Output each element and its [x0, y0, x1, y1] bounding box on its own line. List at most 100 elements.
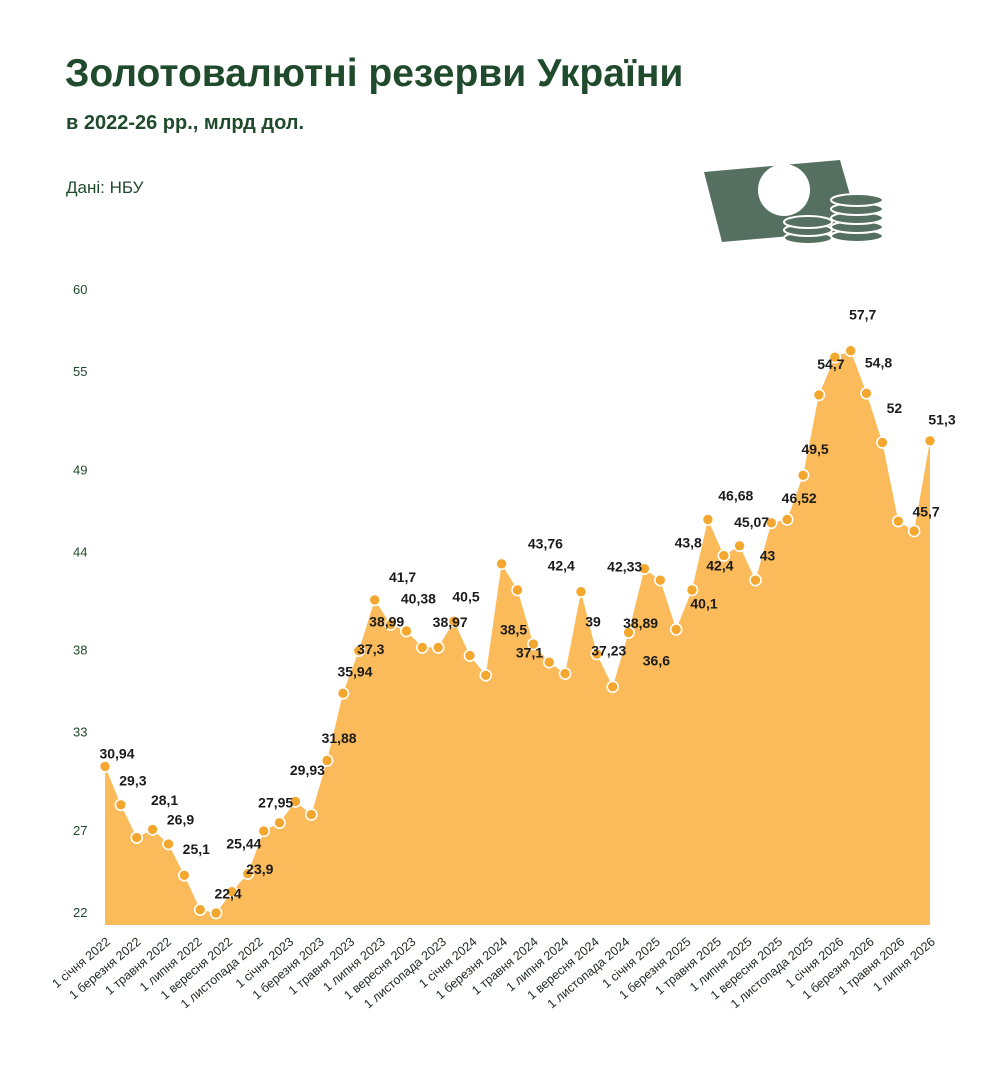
data-label: 41,7 — [389, 569, 416, 585]
data-point — [289, 795, 302, 808]
data-label: 37,23 — [591, 642, 626, 658]
y-tick-label: 33 — [73, 725, 87, 740]
data-label: 38,99 — [369, 614, 404, 630]
page-title: Золотовалютні резерви України — [65, 52, 684, 95]
data-point — [415, 641, 429, 654]
data-point — [225, 885, 239, 899]
data-label: 43 — [760, 548, 776, 564]
data-label: 43,76 — [528, 535, 563, 551]
data-point — [860, 386, 873, 400]
data-label: 23,9 — [246, 861, 273, 877]
data-label: 42,33 — [607, 559, 642, 575]
data-point — [574, 585, 588, 599]
data-point — [273, 816, 286, 830]
data-label: 29,3 — [119, 772, 146, 788]
y-tick-label: 22 — [73, 905, 87, 920]
y-tick-label: 49 — [73, 462, 87, 477]
data-label: 37,1 — [516, 644, 543, 660]
data-point — [669, 623, 683, 636]
data-point — [717, 549, 731, 562]
data-label: 46,68 — [718, 487, 753, 503]
data-point — [146, 823, 159, 836]
data-point — [162, 837, 175, 851]
data-point — [352, 644, 366, 658]
data-point — [336, 686, 350, 700]
data-label: 38,5 — [500, 622, 527, 638]
data-point — [447, 614, 461, 628]
data-label: 38,97 — [433, 614, 468, 630]
data-label: 43,8 — [675, 535, 702, 551]
data-point — [590, 647, 604, 661]
data-point — [400, 624, 413, 638]
data-label: 46,52 — [782, 490, 817, 506]
data-label: 54,8 — [865, 354, 892, 370]
data-label: 22,4 — [214, 885, 241, 901]
data-point — [764, 516, 778, 530]
data-point — [796, 468, 810, 482]
data-label: 36,6 — [643, 653, 670, 669]
data-point — [622, 626, 635, 639]
data-point — [923, 434, 937, 448]
data-label: 31,88 — [322, 730, 357, 746]
data-source: Дані: НБУ — [66, 178, 144, 197]
data-point — [891, 514, 905, 528]
data-label: 42,4 — [548, 558, 575, 574]
data-point — [511, 583, 524, 597]
data-point — [178, 868, 191, 882]
data-point — [828, 350, 842, 364]
data-point — [527, 637, 540, 651]
data-label: 26,9 — [167, 812, 194, 828]
data-label: 45,7 — [912, 503, 939, 519]
data-label: 49,5 — [801, 441, 828, 457]
data-point — [241, 867, 255, 881]
data-label: 52 — [887, 400, 903, 416]
data-point — [368, 593, 382, 607]
data-label: 42,4 — [706, 558, 733, 574]
data-label: 25,1 — [183, 841, 210, 857]
data-label: 45,07 — [734, 514, 769, 530]
data-point — [558, 667, 572, 680]
data-point — [257, 824, 271, 838]
data-point — [114, 798, 128, 812]
data-point — [495, 557, 508, 571]
data-label: 35,94 — [337, 664, 372, 680]
page-subtitle: в 2022-26 рр., млрд дол. — [66, 112, 305, 134]
data-label: 27,95 — [258, 795, 293, 811]
data-point — [749, 573, 762, 587]
data-point — [209, 906, 223, 920]
data-point — [542, 655, 556, 669]
data-point — [479, 668, 493, 682]
data-point — [193, 903, 207, 917]
data-label: 57,7 — [849, 307, 876, 323]
y-tick-label: 38 — [73, 643, 87, 658]
data-point — [733, 539, 746, 553]
data-point — [130, 831, 143, 844]
data-label: 25,44 — [226, 836, 261, 852]
data-label: 40,5 — [452, 589, 479, 605]
y-tick-label: 55 — [73, 364, 87, 379]
data-point — [320, 754, 334, 767]
data-point — [685, 583, 699, 597]
data-label: 28,1 — [151, 792, 178, 808]
data-label: 54,7 — [817, 356, 844, 372]
data-point — [98, 760, 112, 773]
y-tick-label: 44 — [73, 544, 87, 559]
reserves-area — [105, 350, 930, 925]
data-point — [876, 436, 889, 449]
data-point — [844, 344, 858, 358]
data-label: 39 — [585, 613, 601, 629]
data-point — [463, 649, 477, 662]
data-point — [431, 641, 445, 654]
data-label: 38,89 — [623, 615, 658, 631]
y-tick-label: 27 — [73, 823, 87, 838]
data-point — [653, 573, 667, 587]
data-point — [701, 513, 715, 526]
data-label: 37,3 — [357, 641, 384, 657]
data-point — [606, 680, 620, 694]
data-point — [638, 562, 651, 576]
data-label: 29,93 — [290, 762, 325, 778]
money-coins-icon — [704, 160, 884, 245]
data-point — [780, 513, 794, 526]
data-label: 30,94 — [99, 745, 134, 761]
